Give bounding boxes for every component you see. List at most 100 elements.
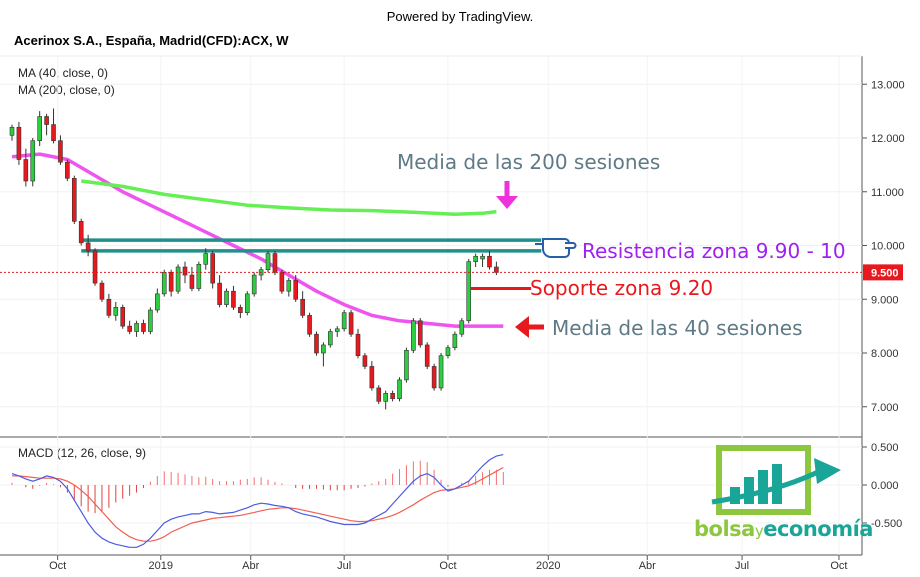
candle-body <box>438 355 444 389</box>
grid <box>0 56 862 555</box>
candle-body <box>71 178 77 222</box>
candle <box>44 113 49 136</box>
last-price-label: 9.500 <box>871 267 899 279</box>
candle <box>161 269 167 297</box>
signal-line <box>12 466 504 542</box>
candle-body <box>341 312 347 330</box>
macd-line <box>11 454 504 548</box>
candle <box>328 328 333 348</box>
candle-body <box>58 140 63 163</box>
candle-body <box>106 298 112 316</box>
candle <box>300 291 305 319</box>
candle <box>258 267 264 281</box>
candle-body <box>265 253 271 270</box>
last-price-tag <box>863 264 903 281</box>
time-tick-label: Oct <box>49 560 66 572</box>
candle <box>113 301 119 321</box>
pointing-hand-icon <box>535 238 577 258</box>
candle-body <box>328 331 333 346</box>
candle <box>85 234 91 257</box>
ma200-indicator-label[interactable]: MA (200, close, 0) <box>18 83 115 97</box>
candle-body <box>466 261 472 322</box>
candle-body <box>314 333 319 354</box>
price-tick-label: 13.000 <box>871 79 905 91</box>
logo-text: bolsayeconomía <box>694 517 873 541</box>
candle-body <box>244 293 250 313</box>
candle-body <box>189 274 195 289</box>
candle <box>155 288 160 313</box>
candle-body <box>231 290 236 308</box>
candle <box>397 377 402 402</box>
candle <box>307 312 312 337</box>
candle <box>251 272 257 297</box>
candle <box>23 148 29 187</box>
ma40-indicator-label[interactable]: MA (40, close, 0) <box>18 66 109 80</box>
candle-body <box>175 266 181 292</box>
candle-body <box>30 140 36 182</box>
candle-body <box>383 393 388 402</box>
candle <box>286 277 292 297</box>
candle-body <box>224 290 229 305</box>
time-tick-label: Oct <box>830 560 847 572</box>
candle <box>78 218 84 246</box>
candle-body <box>65 161 70 179</box>
candle <box>210 250 215 289</box>
moving-averages <box>11 152 504 328</box>
candle-body <box>155 293 160 311</box>
candle <box>487 250 492 270</box>
candle <box>217 275 222 308</box>
candle <box>369 361 375 391</box>
candle <box>279 269 285 294</box>
candle <box>362 353 368 370</box>
time-axis: Oct 2019 Abr Jul Oct 2020 Abr Jul Oct <box>49 555 848 572</box>
candle-body <box>196 264 202 289</box>
candle <box>9 124 15 141</box>
candle <box>383 390 388 410</box>
candle-body <box>51 124 56 141</box>
candle <box>445 344 451 359</box>
time-tick-label: Oct <box>439 560 456 572</box>
candle-body <box>494 266 499 273</box>
price-tick-label: 12.000 <box>871 133 905 145</box>
candle <box>231 285 236 310</box>
candle-body <box>348 312 354 335</box>
support-resistance-lines <box>81 238 542 290</box>
candle-body <box>355 333 361 356</box>
last-price-marker: 9.500 <box>0 264 903 281</box>
candle <box>417 318 423 348</box>
candle-body <box>251 274 257 295</box>
macd-tick-label: 0.500 <box>871 442 899 454</box>
candle <box>127 320 132 335</box>
candle <box>134 320 139 337</box>
candle <box>196 261 202 292</box>
candle <box>314 331 319 356</box>
candle <box>459 318 465 337</box>
candle-body <box>452 333 458 348</box>
candle-body <box>134 323 139 332</box>
candle-body <box>404 350 409 381</box>
candle-body <box>210 253 215 284</box>
support-annotation: Soporte zona 9.20 <box>530 276 714 300</box>
candle-body <box>417 320 423 346</box>
candle <box>411 318 416 353</box>
candle-body <box>203 253 209 265</box>
candle-body <box>113 307 119 316</box>
candle <box>376 385 382 405</box>
candle <box>452 331 458 351</box>
macd-indicator-label[interactable]: MACD (12, 26, close, 9) <box>18 446 147 460</box>
candle-body <box>334 328 340 332</box>
candle-body <box>272 253 278 273</box>
candle-body <box>362 355 368 367</box>
ma200-annotation: Media de las 200 sesiones <box>397 150 661 174</box>
candle <box>272 250 278 276</box>
macd-axis: 0.500 0.000 -0.500 <box>862 442 902 530</box>
candle <box>71 175 77 224</box>
candle <box>244 291 250 316</box>
candle <box>238 304 243 319</box>
candle-body <box>85 242 91 252</box>
candle <box>404 347 409 383</box>
down-arrow-icon <box>496 181 518 209</box>
candle <box>265 250 271 273</box>
candle-body <box>44 116 49 125</box>
